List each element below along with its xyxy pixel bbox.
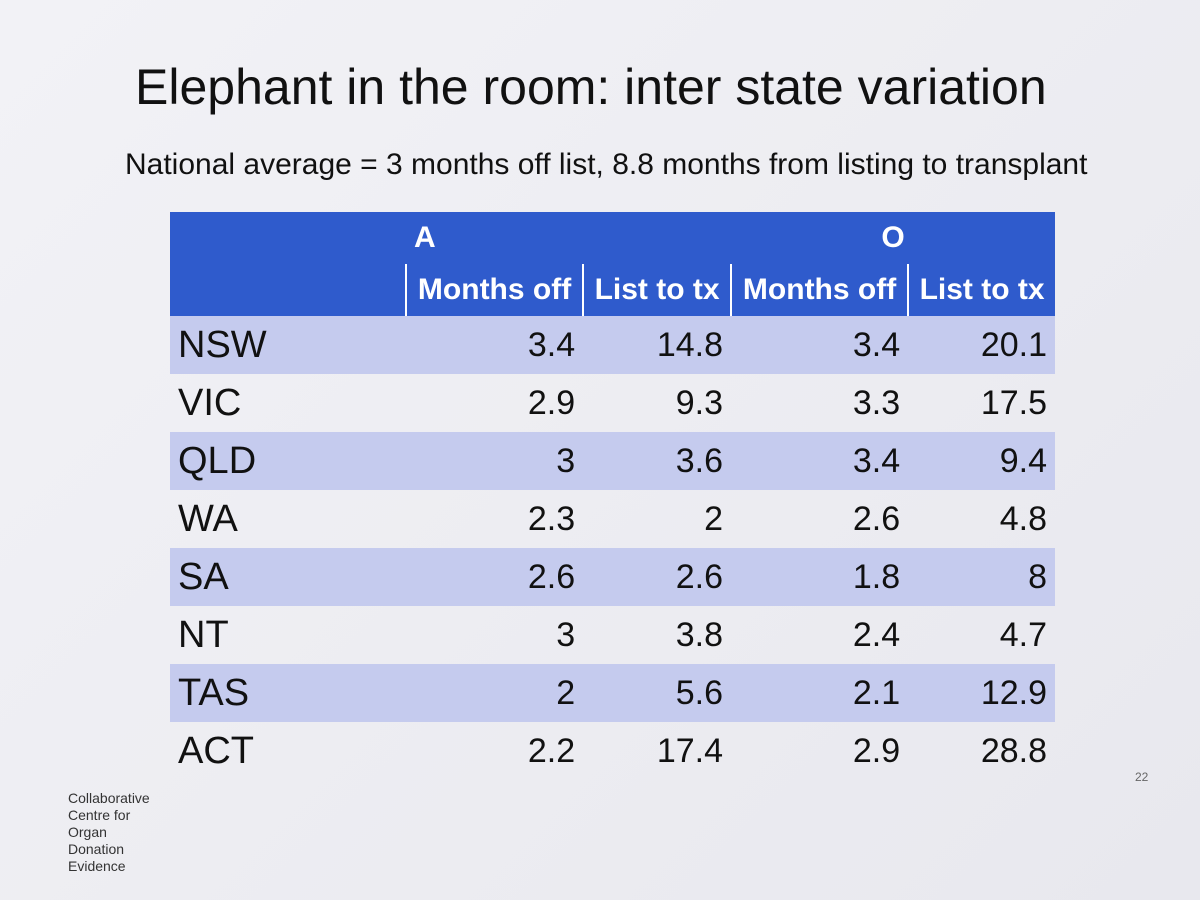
logo: Collaborative Centre for Organ Donation Evid… (68, 790, 150, 875)
value-cell: 4.7 (999, 615, 1047, 654)
state-cell: SA (170, 548, 406, 606)
data-table: A O Months off List to tx Months off List to … (170, 212, 1055, 780)
value-cell: 28.8 (980, 731, 1047, 770)
column-header: List to tx (907, 264, 1055, 316)
page-number: 22 (1135, 770, 1149, 784)
slide-subtitle: National average = 3 months off list, 8.… (125, 148, 1088, 181)
value-cell: 2.9 (852, 731, 901, 770)
table-row: NSW 3.4 14.8 3.4 20.1 (170, 316, 1055, 374)
state-cell: QLD (170, 432, 406, 490)
value-cell: 8 (908, 548, 1055, 606)
value-cell: 17.4 (656, 731, 723, 770)
header-cell (170, 212, 406, 264)
state-cell: WA (178, 497, 238, 540)
value-cell: 2.4 (852, 615, 901, 654)
table-row: WA 2.3 2 2.6 4.8 (170, 490, 1055, 548)
value-cell: 3.8 (675, 615, 723, 654)
value-cell: 1.8 (731, 548, 909, 606)
column-header: Months off (729, 264, 909, 316)
value-cell: 2.1 (731, 664, 909, 722)
value-cell: 2.3 (527, 499, 576, 538)
table-row: VIC 2.9 9.3 3.3 17.5 (170, 374, 1055, 432)
logo-line: Centre for (68, 807, 131, 823)
logo-line: Donation (68, 841, 125, 857)
group-header: A (406, 212, 731, 264)
table-row: SA 2.6 2.6 1.8 8 (170, 548, 1055, 606)
state-cell: NT (178, 613, 229, 656)
value-cell: 3.4 (731, 432, 909, 490)
value-cell: 2.6 (852, 499, 901, 538)
group-header: O (731, 212, 1055, 264)
value-cell: 2 (406, 664, 584, 722)
column-header-row: Months off List to tx Months off List to tx (170, 264, 1055, 316)
table-row: ACT 2.2 17.4 2.9 28.8 (170, 722, 1055, 780)
value-cell: 20.1 (908, 316, 1055, 374)
state-cell: NSW (170, 316, 406, 374)
logo-line: Evidence (68, 858, 126, 874)
value-cell: 17.5 (980, 383, 1047, 422)
table-row: TAS 2 5.6 2.1 12.9 (170, 664, 1055, 722)
value-cell: 2 (704, 499, 723, 538)
value-cell: 3 (556, 615, 576, 654)
state-cell: ACT (178, 729, 254, 772)
value-cell: 14.8 (583, 316, 731, 374)
value-cell: 2.2 (527, 731, 576, 770)
value-cell: 9.3 (675, 383, 723, 422)
value-cell: 3.4 (406, 316, 584, 374)
value-cell: 5.6 (583, 664, 731, 722)
value-cell: 3 (406, 432, 584, 490)
value-cell: 3.6 (583, 432, 731, 490)
value-cell: 4.8 (999, 499, 1047, 538)
state-cell: VIC (178, 381, 242, 424)
state-cell: TAS (170, 664, 406, 722)
header-cell (170, 264, 406, 316)
table-row: NT 3 3.8 2.4 4.7 (170, 606, 1055, 664)
value-cell: 9.4 (908, 432, 1055, 490)
column-header: Months off (404, 264, 584, 316)
value-cell: 3.4 (731, 316, 909, 374)
table-row: QLD 3 3.6 3.4 9.4 (170, 432, 1055, 490)
value-cell: 2.9 (527, 383, 576, 422)
value-cell: 2.6 (406, 548, 584, 606)
logo-line: Collaborative (68, 790, 150, 806)
column-header: List to tx (582, 264, 731, 316)
value-cell: 3.3 (852, 383, 901, 422)
value-cell: 12.9 (908, 664, 1055, 722)
logo-line: Organ (68, 824, 107, 840)
value-cell: 2.6 (583, 548, 731, 606)
slide-title: Elephant in the room: inter state variat… (135, 59, 1047, 115)
